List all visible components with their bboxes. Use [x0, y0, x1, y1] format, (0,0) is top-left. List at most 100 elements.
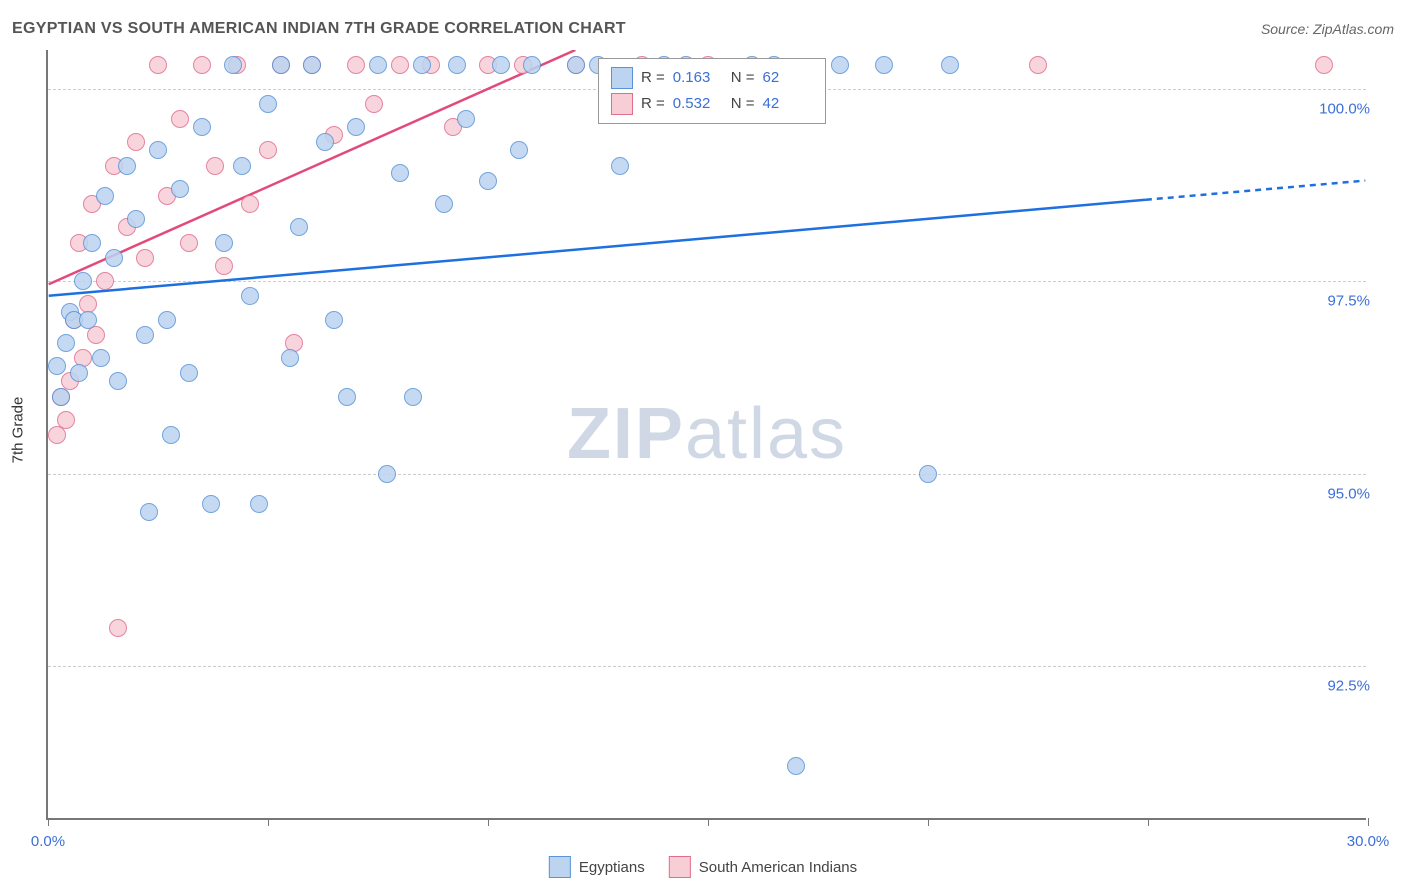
egyptians-point: [158, 311, 176, 329]
south-american-point: [87, 326, 105, 344]
south-american-point: [171, 110, 189, 128]
y-axis-label: 7th Grade: [10, 397, 27, 464]
egyptians-point: [787, 757, 805, 775]
south-american-point: [96, 272, 114, 290]
egyptians-point: [105, 249, 123, 267]
egyptians-point: [378, 465, 396, 483]
gridline: [48, 474, 1366, 475]
south-american-point: [347, 56, 365, 74]
r-value: 0.163: [673, 69, 723, 86]
r-value: 0.532: [673, 95, 723, 112]
egyptians-point: [193, 118, 211, 136]
egyptians-point: [118, 157, 136, 175]
legend-label-egyptians: Egyptians: [579, 859, 645, 876]
egyptians-point: [316, 133, 334, 151]
egyptians-point: [611, 157, 629, 175]
egyptians-point: [919, 465, 937, 483]
egyptians-point: [831, 56, 849, 74]
egyptians-swatch: [549, 856, 571, 878]
south-american-point: [109, 619, 127, 637]
south-american-point: [1315, 56, 1333, 74]
x-tick: [48, 818, 49, 826]
egyptians-point: [272, 56, 290, 74]
egyptians-point: [448, 56, 466, 74]
n-value: 62: [763, 69, 813, 86]
south-american-point: [206, 157, 224, 175]
x-tick-label: 30.0%: [1347, 833, 1390, 850]
x-tick: [268, 818, 269, 826]
egyptians-point: [479, 172, 497, 190]
watermark-zip: ZIP: [567, 394, 685, 474]
egyptians-point: [290, 218, 308, 236]
stats-row: R = 0.163 N = 62: [611, 65, 813, 91]
x-tick: [928, 818, 929, 826]
egyptians-point: [202, 495, 220, 513]
egyptians-point: [180, 364, 198, 382]
egyptians-point: [140, 503, 158, 521]
south-american-point: [180, 234, 198, 252]
legend-label-south-american: South American Indians: [699, 859, 857, 876]
egyptians-point: [369, 56, 387, 74]
egyptians-point: [162, 426, 180, 444]
egyptians-point: [149, 141, 167, 159]
egyptians-point: [510, 141, 528, 159]
stats-row: R =0.532N =42: [611, 91, 813, 117]
south-american-point: [193, 56, 211, 74]
r-label: R =: [641, 95, 665, 112]
egyptians-point: [215, 234, 233, 252]
south-american-point: [365, 95, 383, 113]
n-label: N =: [731, 69, 755, 86]
gridline: [48, 666, 1366, 667]
watermark-atlas: atlas: [685, 394, 847, 474]
egyptians-point: [325, 311, 343, 329]
y-tick-label: 100.0%: [1300, 100, 1370, 117]
egyptians-point: [233, 157, 251, 175]
egyptians-point: [875, 56, 893, 74]
gridline: [48, 281, 1366, 282]
watermark: ZIPatlas: [567, 393, 847, 475]
egyptians-point: [567, 56, 585, 74]
egyptians-point: [224, 56, 242, 74]
egyptians-point: [250, 495, 268, 513]
egyptians-point: [404, 388, 422, 406]
egyptians-point: [457, 110, 475, 128]
r-label: R =: [641, 69, 665, 86]
egyptians-point: [259, 95, 277, 113]
egyptians-point: [92, 349, 110, 367]
n-value: 42: [763, 95, 813, 112]
egyptians-point: [391, 164, 409, 182]
legend-item-south-american: South American Indians: [669, 856, 857, 878]
plot-area: ZIPatlas 92.5%95.0%97.5%100.0%0.0%30.0%R…: [46, 50, 1366, 820]
egyptians-point: [136, 326, 154, 344]
egyptians-point: [70, 364, 88, 382]
x-tick: [1368, 818, 1369, 826]
egyptians-point: [57, 334, 75, 352]
egyptians-point: [303, 56, 321, 74]
egyptians-point: [347, 118, 365, 136]
south-american-point: [391, 56, 409, 74]
x-tick: [488, 818, 489, 826]
egyptians-point: [338, 388, 356, 406]
egyptians-point: [96, 187, 114, 205]
x-tick-label: 0.0%: [31, 833, 65, 850]
egyptians-point: [127, 210, 145, 228]
egyptians-point: [435, 195, 453, 213]
egyptians-point: [74, 272, 92, 290]
y-tick-label: 97.5%: [1300, 293, 1370, 310]
egyptians-point: [52, 388, 70, 406]
south-american-point: [215, 257, 233, 275]
y-tick-label: 95.0%: [1300, 485, 1370, 502]
stats-swatch: [611, 93, 633, 115]
south-american-point: [1029, 56, 1047, 74]
south-american-point: [57, 411, 75, 429]
south-american-point: [48, 426, 66, 444]
south-american-point: [149, 56, 167, 74]
egyptians-point: [241, 287, 259, 305]
south-american-point: [127, 133, 145, 151]
chart-title: EGYPTIAN VS SOUTH AMERICAN INDIAN 7TH GR…: [12, 20, 626, 38]
egyptians-point: [281, 349, 299, 367]
source-label: Source: ZipAtlas.com: [1261, 21, 1394, 37]
south-american-point: [136, 249, 154, 267]
south-american-swatch: [669, 856, 691, 878]
bottom-legend: Egyptians South American Indians: [549, 856, 857, 878]
